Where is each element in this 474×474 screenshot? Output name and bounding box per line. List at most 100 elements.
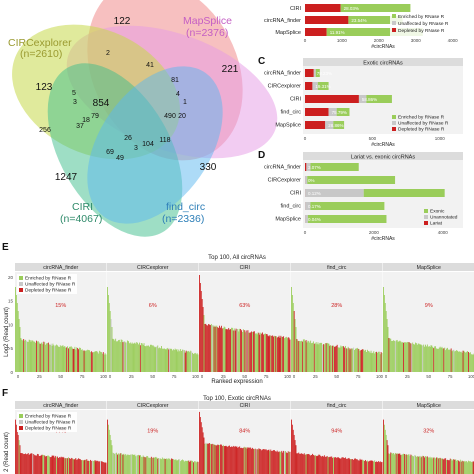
panel-e-bar [70,346,72,372]
panel-c-letter: C [258,56,265,67]
panel-e-bar [50,343,52,372]
panel-e-bar [242,329,244,372]
panel-d-legend-label: Exonic [430,209,445,215]
panel-c-bar-enriched [317,82,329,90]
panel-d-category-label: circRNA_finder [264,165,301,171]
panel-e-bar [16,303,18,372]
panel-e-bar [345,348,347,372]
panel-b: 28.03% 23.54% 11.91% CIRI circRNA_finder Map… [264,0,463,50]
panel-e-bar [454,351,456,372]
panel-f-bar [401,454,403,474]
panel-e-y-tick: 20 [8,275,14,280]
panel-f-bar [281,450,283,474]
panel-f-bar [439,457,441,474]
venn-num: 49 [116,155,124,162]
panel-b-bar-enriched [326,28,423,36]
panel-e-bar [308,341,310,372]
panel-f-bar [148,457,150,474]
panel-e-bar [366,352,367,372]
panel-f-bar [371,460,373,474]
panel-e-bar [239,328,241,372]
panel-e-bar [379,354,381,372]
panel-e-bar [466,351,468,372]
venn-num: 26 [124,135,132,142]
panel-e-bar [448,349,450,372]
venn-num: 69 [106,149,114,156]
panel-e-bar [267,335,269,372]
panel-c-bar-unaffected [313,69,316,77]
panel-b-legend-label: Depleted by RNase R [398,28,445,34]
panel-f-bar [393,452,394,474]
panel-e-bar [458,351,459,372]
panel-d-bars: circRNA_finder 3.07% CIRCexplorer 0% CIRI 0.1… [264,163,458,242]
panel-e-bar [322,344,323,372]
panel-f-percent-label: 32% [423,428,434,434]
panel-e-bar [287,337,289,372]
panel-f-bar [233,446,235,474]
panel-e-bar [342,346,344,372]
panel-f-bar [91,460,93,474]
panel-f-bar [461,460,463,474]
panel-f-bar [15,424,17,474]
panel-f-bar [387,445,389,474]
panel-f-bar [453,459,455,474]
panel-e-bar [408,342,410,372]
panel-e-bar [32,340,34,372]
panel-f-bar [239,446,241,474]
panel-f-bar [212,443,214,474]
panel-c-data-label: 58.86% [362,97,377,102]
panel-e-bar [135,343,137,372]
panel-e-bar [128,343,130,372]
panel-e-bar [360,349,362,372]
panel-f-bar [295,445,297,474]
panel-e-bar [298,341,300,372]
panel-f-bar [135,456,137,474]
panel-e-bar [187,351,189,372]
panel-f-bar [63,457,65,474]
panel-f-facet-title: MapSplice [417,403,441,409]
panel-f-bar [159,458,161,474]
panel-e-bar [140,342,142,372]
panel-f-bar [38,455,40,474]
panel-e-bar [336,344,338,372]
panel-c-bar-depleted [305,82,313,90]
panel-e-bar [182,349,183,372]
panel-f-bar [178,459,180,474]
panel-e-bar [95,351,97,372]
panel-e-bar [259,334,261,372]
panel-e-x-tick: 25 [37,374,42,379]
panel-f-bar [345,458,347,474]
panel-f-facet-title: CIRCexplorer [137,403,169,409]
panel-e-bar [129,342,131,372]
panel-e-bar [309,342,311,372]
panel-e-bar [71,347,73,372]
panel-e-bar [311,343,312,372]
venn-num: 490 [164,113,176,120]
panel-f-bar [88,460,90,474]
panel-e-bar [226,329,228,372]
panel-d-category-label: CIRCexplorer [268,178,301,184]
panel-f-bar [244,447,246,474]
venn-num: 854 [93,98,110,109]
panel-e-bar [182,349,184,372]
panel-c-bar-depleted [305,108,329,116]
panel-f-bar [202,432,204,474]
panel-f-bar [132,454,134,474]
panel-f-bar [39,455,41,474]
panel-f-bar [163,458,165,474]
panel-f-bar [302,454,304,474]
panel-e-bar [74,346,76,372]
panel-e-bar [323,344,324,372]
panel-e-bar [27,341,29,372]
panel-f-percent-label: 19% [147,428,158,434]
panel-f-bar [222,444,224,474]
panel-e-bar [410,343,412,372]
panel-e-bar [276,337,278,372]
panel-e-bar [409,342,411,372]
panel-f-bar [185,460,187,474]
panel-f-bar [81,459,83,474]
venn-label-mapsplice-n: (n=2376) [186,27,228,39]
panel-e-legend-label: Unaffected by RNase R [25,282,76,288]
panel-e-bar [395,340,397,372]
panel-e-bar [305,340,307,372]
